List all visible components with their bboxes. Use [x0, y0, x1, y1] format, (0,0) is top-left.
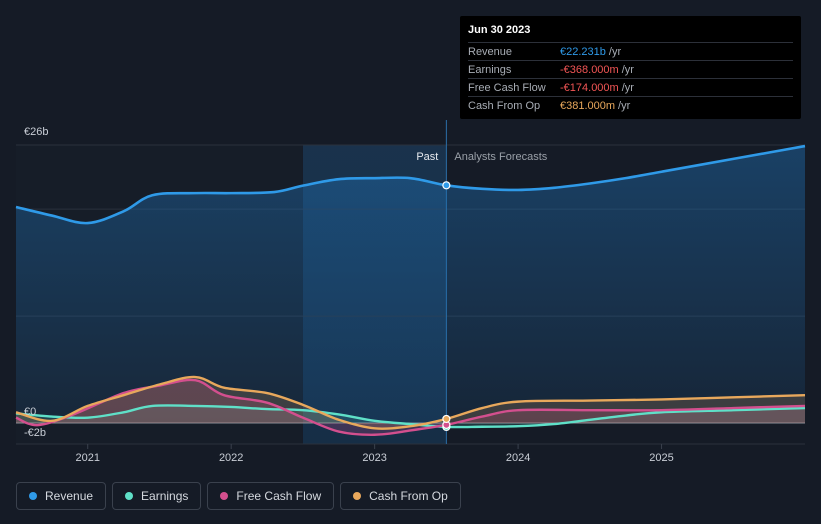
tooltip-label: Free Cash Flow — [468, 81, 546, 94]
tooltip: Jun 30 2023 Revenue €22.231b /yr Earning… — [460, 16, 801, 119]
tooltip-row-earnings: Earnings -€368.000m /yr — [468, 61, 793, 79]
tooltip-unit: /yr — [608, 45, 622, 58]
free-cash-flow-area — [16, 379, 805, 435]
forecast-label: Analysts Forecasts — [454, 151, 547, 163]
tooltip-date: Jun 30 2023 — [468, 24, 793, 43]
x-tick-label: 2022 — [219, 452, 243, 464]
x-tick-label: 2024 — [506, 452, 530, 464]
free-cash-flow-line — [15, 378, 806, 436]
cash-from-op-marker — [442, 414, 451, 424]
legend: Revenue Earnings Free Cash Flow Cash Fro… — [16, 482, 461, 510]
legend-label: Free Cash Flow — [236, 489, 322, 503]
tooltip-row-revenue: Revenue €22.231b /yr — [468, 43, 793, 61]
legend-item-cash-from-op[interactable]: Cash From Op — [340, 482, 461, 510]
cash-from-op-line — [15, 375, 806, 430]
legend-label: Cash From Op — [369, 489, 448, 503]
legend-label: Revenue — [45, 489, 94, 503]
legend-dot-icon — [125, 492, 134, 500]
y-axis-label: €0 — [24, 406, 36, 418]
tooltip-unit: /yr — [621, 63, 634, 76]
x-tick-label: 2023 — [362, 452, 386, 464]
revenue-area — [16, 146, 805, 424]
tooltip-value: -€174.000m — [560, 81, 619, 94]
legend-item-revenue[interactable]: Revenue — [16, 482, 107, 510]
tooltip-label: Earnings — [468, 63, 512, 76]
legend-dot-icon — [29, 492, 37, 500]
y-axis-label: -€2b — [24, 427, 46, 439]
legend-item-earnings[interactable]: Earnings — [112, 482, 202, 510]
legend-dot-icon — [353, 492, 362, 500]
earnings-area — [16, 405, 805, 428]
y-axis-label: €26b — [24, 126, 48, 138]
x-tick-label: 2021 — [75, 452, 99, 464]
tooltip-label: Cash From Op — [468, 99, 541, 112]
legend-item-free-cash-flow[interactable]: Free Cash Flow — [207, 482, 335, 510]
x-tick-label: 2025 — [649, 452, 673, 464]
tooltip-value: €22.231b — [560, 45, 606, 58]
tooltip-row-cash-from-op: Cash From Op €381.000m /yr — [468, 97, 793, 114]
revenue-line — [15, 144, 806, 225]
tooltip-row-free-cash-flow: Free Cash Flow -€174.000m /yr — [468, 79, 793, 97]
past-label: Past — [416, 151, 438, 163]
tooltip-value: -€368.000m — [560, 63, 619, 76]
earnings-line — [15, 404, 806, 429]
tooltip-unit: /yr — [618, 99, 631, 112]
legend-dot-icon — [220, 492, 229, 500]
revenue-marker — [442, 181, 451, 190]
tooltip-value: €381.000m — [560, 99, 616, 112]
legend-label: Earnings — [141, 489, 189, 503]
tooltip-label: Revenue — [468, 45, 513, 58]
tooltip-unit: /yr — [621, 81, 634, 94]
